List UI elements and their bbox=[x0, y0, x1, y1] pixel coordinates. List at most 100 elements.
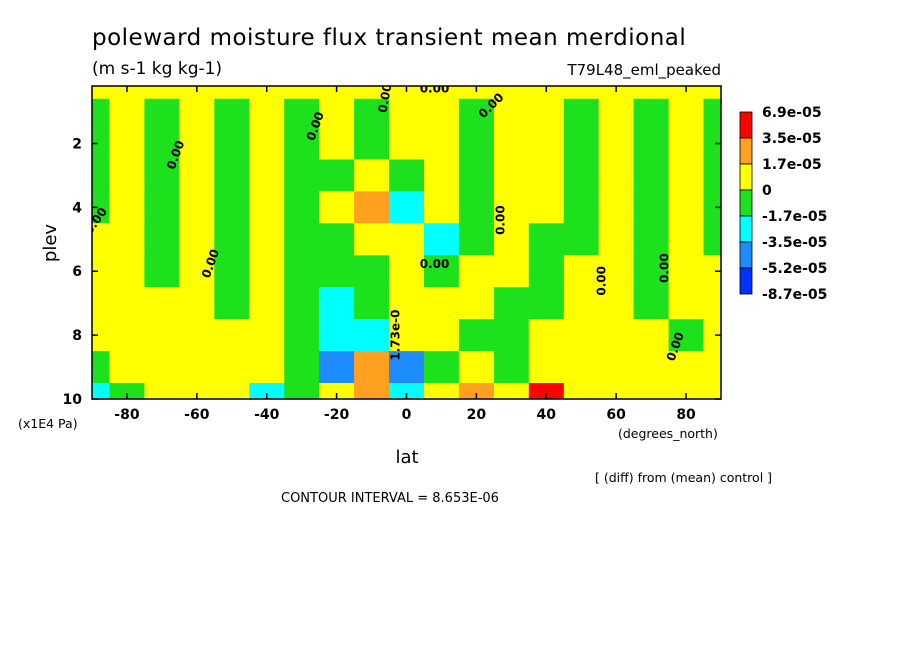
field-cell bbox=[354, 383, 390, 399]
chart-units: (m s-1 kg kg-1) bbox=[92, 59, 222, 79]
field-cell bbox=[528, 86, 565, 100]
field-cell bbox=[179, 351, 215, 384]
field-cell bbox=[144, 98, 180, 129]
y-tick-label: 8 bbox=[72, 328, 82, 344]
field-cell bbox=[493, 191, 530, 224]
field-cell bbox=[144, 287, 180, 320]
field-cell bbox=[633, 98, 670, 129]
field-cell bbox=[249, 159, 285, 192]
field-cell bbox=[493, 159, 530, 192]
x-units: (degrees_north) bbox=[618, 426, 718, 441]
field-cell bbox=[563, 98, 600, 129]
field-cell bbox=[703, 319, 721, 352]
field-cell bbox=[144, 86, 180, 100]
field-cell bbox=[703, 351, 721, 384]
field-cell bbox=[179, 159, 215, 192]
field-cell bbox=[354, 86, 390, 100]
field-cell bbox=[703, 98, 721, 129]
field-cell bbox=[493, 351, 530, 384]
field-cell bbox=[528, 223, 565, 256]
contour-label: 0.00 bbox=[420, 257, 450, 271]
x-tick-label: 80 bbox=[676, 407, 696, 423]
field-cell bbox=[424, 191, 460, 224]
field-cell bbox=[109, 86, 145, 100]
field-cell bbox=[668, 351, 705, 384]
field-cell bbox=[458, 255, 495, 288]
contour-label: 0.00 bbox=[595, 266, 609, 296]
field-cell bbox=[389, 319, 425, 352]
field-cell bbox=[598, 86, 635, 100]
field-cell bbox=[354, 159, 390, 192]
field-cell bbox=[493, 98, 530, 129]
field-cell bbox=[598, 223, 635, 256]
field-cell bbox=[458, 223, 495, 256]
field-cell bbox=[633, 223, 670, 256]
field-cell bbox=[424, 159, 460, 192]
field-cell bbox=[563, 127, 600, 160]
field-cell bbox=[703, 383, 721, 399]
field-cell bbox=[284, 255, 320, 288]
field-cell bbox=[668, 127, 705, 160]
field-cell bbox=[424, 86, 460, 100]
field-cell bbox=[598, 127, 635, 160]
field-cell bbox=[92, 86, 111, 100]
field-cell bbox=[319, 127, 355, 160]
field-cell bbox=[493, 127, 530, 160]
field-cell bbox=[109, 319, 145, 352]
contour-label: 0.00 bbox=[493, 205, 507, 235]
field-cell bbox=[109, 159, 145, 192]
field-cell bbox=[284, 86, 320, 100]
field-cell bbox=[144, 383, 180, 399]
field-cell bbox=[389, 383, 425, 399]
x-tick-label: 60 bbox=[606, 407, 626, 423]
field-cell bbox=[528, 255, 565, 288]
field-cell bbox=[598, 351, 635, 384]
field-cell bbox=[563, 351, 600, 384]
field-cell bbox=[284, 191, 320, 224]
field-cell bbox=[598, 383, 635, 399]
field-cell bbox=[389, 223, 425, 256]
field-cell bbox=[144, 127, 180, 160]
field-cell bbox=[319, 351, 355, 384]
field-cell bbox=[389, 287, 425, 320]
field-cell bbox=[249, 351, 285, 384]
field-cell bbox=[249, 287, 285, 320]
field-cell bbox=[458, 127, 495, 160]
field-cell bbox=[284, 351, 320, 384]
colorbar-label: -5.2e-05 bbox=[762, 261, 827, 277]
plot-area: 0.000.000.000.00 0.000.000.00 0.000.000.00… bbox=[92, 86, 721, 399]
field-cell bbox=[109, 191, 145, 224]
x-tick-label: -40 bbox=[254, 407, 280, 423]
field-cell bbox=[633, 351, 670, 384]
field-cell bbox=[109, 223, 145, 256]
field-cell bbox=[179, 98, 215, 129]
field-cell bbox=[703, 255, 721, 288]
field-cell bbox=[598, 159, 635, 192]
field-cell bbox=[703, 159, 721, 192]
field-cell bbox=[424, 255, 460, 288]
field-cell bbox=[144, 159, 180, 192]
field-cell bbox=[214, 191, 250, 224]
field-cell bbox=[703, 287, 721, 320]
field-cell bbox=[179, 223, 215, 256]
field-cell bbox=[424, 351, 460, 384]
field-cell bbox=[598, 98, 635, 129]
field-cell bbox=[109, 98, 145, 129]
field-cell bbox=[458, 319, 495, 352]
field-cell bbox=[493, 287, 530, 320]
field-cell bbox=[458, 86, 495, 100]
field-cell bbox=[458, 98, 495, 129]
field-cell bbox=[703, 223, 721, 256]
field-cell bbox=[354, 351, 390, 384]
field-cell bbox=[458, 383, 495, 399]
field-cell bbox=[319, 319, 355, 352]
field-cell bbox=[354, 191, 390, 224]
field-cell bbox=[424, 127, 460, 160]
field-cell bbox=[319, 223, 355, 256]
field-cell bbox=[563, 319, 600, 352]
y-tick-label: 2 bbox=[72, 136, 82, 152]
field-cell bbox=[703, 86, 721, 100]
field-cell bbox=[633, 287, 670, 320]
field-cell bbox=[389, 159, 425, 192]
field-cell bbox=[633, 383, 670, 399]
